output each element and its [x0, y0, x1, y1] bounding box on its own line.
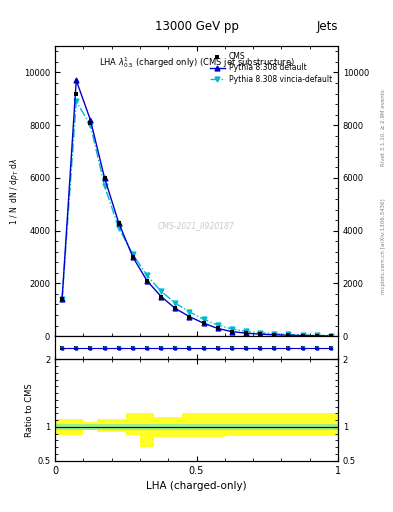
CMS — [187, 313, 192, 319]
Pythia 8.308 vincia-default — [173, 300, 178, 306]
Pythia 8.308 default — [159, 293, 163, 300]
Pythia 8.308 vincia-default — [60, 296, 64, 302]
Pythia 8.308 vincia-default — [116, 225, 121, 231]
CMS — [130, 254, 135, 260]
CMS — [74, 91, 79, 97]
Pythia 8.308 vincia-default — [145, 272, 149, 279]
CMS — [286, 332, 291, 338]
Text: Rivet 3.1.10, ≥ 2.9M events: Rivet 3.1.10, ≥ 2.9M events — [381, 90, 386, 166]
Text: 13000 GeV pp: 13000 GeV pp — [154, 20, 239, 33]
Pythia 8.308 vincia-default — [314, 332, 319, 338]
CMS — [201, 320, 206, 326]
CMS — [258, 331, 263, 337]
CMS — [230, 329, 234, 335]
Legend: CMS, Pythia 8.308 default, Pythia 8.308 vincia-default: CMS, Pythia 8.308 default, Pythia 8.308 … — [207, 50, 334, 86]
Pythia 8.308 default — [173, 305, 178, 311]
Pythia 8.308 default — [300, 332, 305, 338]
CMS — [102, 175, 107, 181]
Pythia 8.308 default — [88, 117, 93, 123]
Text: CMS-2021_II920187: CMS-2021_II920187 — [158, 221, 235, 230]
CMS — [116, 220, 121, 226]
Pythia 8.308 vincia-default — [102, 183, 107, 189]
Pythia 8.308 vincia-default — [258, 330, 263, 336]
Pythia 8.308 vincia-default — [215, 322, 220, 328]
Pythia 8.308 default — [258, 331, 263, 337]
Pythia 8.308 vincia-default — [74, 98, 79, 104]
Line: Pythia 8.308 vincia-default: Pythia 8.308 vincia-default — [60, 99, 333, 338]
Text: mcplots.cern.ch [arXiv:1306.3436]: mcplots.cern.ch [arXiv:1306.3436] — [381, 198, 386, 293]
CMS — [159, 293, 163, 300]
Pythia 8.308 vincia-default — [244, 328, 248, 334]
Line: Pythia 8.308 default: Pythia 8.308 default — [60, 78, 333, 338]
Y-axis label: 1 / N  dN / d$p_T$ d$\lambda$: 1 / N dN / d$p_T$ d$\lambda$ — [8, 158, 21, 225]
Pythia 8.308 vincia-default — [230, 326, 234, 332]
Pythia 8.308 default — [116, 220, 121, 226]
CMS — [329, 333, 333, 339]
CMS — [60, 296, 64, 302]
X-axis label: LHA (charged-only): LHA (charged-only) — [146, 481, 247, 491]
CMS — [314, 333, 319, 339]
Pythia 8.308 vincia-default — [201, 316, 206, 322]
Pythia 8.308 default — [329, 333, 333, 339]
Pythia 8.308 default — [286, 332, 291, 338]
CMS — [88, 119, 93, 125]
Pythia 8.308 default — [314, 333, 319, 339]
CMS — [272, 332, 277, 338]
Line: CMS: CMS — [61, 92, 332, 338]
Pythia 8.308 vincia-default — [329, 333, 333, 339]
Pythia 8.308 vincia-default — [272, 331, 277, 337]
Text: LHA $\lambda^{1}_{0.5}$ (charged only) (CMS jet substructure): LHA $\lambda^{1}_{0.5}$ (charged only) (… — [99, 55, 294, 70]
Pythia 8.308 default — [74, 77, 79, 83]
Text: Jets: Jets — [316, 20, 338, 33]
Pythia 8.308 default — [130, 254, 135, 260]
Pythia 8.308 vincia-default — [130, 251, 135, 258]
Pythia 8.308 default — [230, 329, 234, 335]
Pythia 8.308 default — [60, 296, 64, 302]
Pythia 8.308 default — [244, 330, 248, 336]
CMS — [145, 278, 149, 284]
Pythia 8.308 default — [145, 278, 149, 284]
CMS — [300, 332, 305, 338]
Y-axis label: Ratio to CMS: Ratio to CMS — [25, 383, 34, 437]
Pythia 8.308 vincia-default — [187, 309, 192, 315]
Pythia 8.308 default — [102, 175, 107, 181]
Pythia 8.308 vincia-default — [286, 331, 291, 337]
CMS — [215, 326, 220, 332]
Pythia 8.308 vincia-default — [88, 122, 93, 128]
Pythia 8.308 default — [215, 326, 220, 332]
Pythia 8.308 default — [272, 332, 277, 338]
CMS — [244, 330, 248, 336]
Pythia 8.308 vincia-default — [159, 288, 163, 294]
Pythia 8.308 default — [187, 313, 192, 319]
CMS — [173, 305, 178, 311]
Pythia 8.308 vincia-default — [300, 332, 305, 338]
Pythia 8.308 default — [201, 320, 206, 326]
